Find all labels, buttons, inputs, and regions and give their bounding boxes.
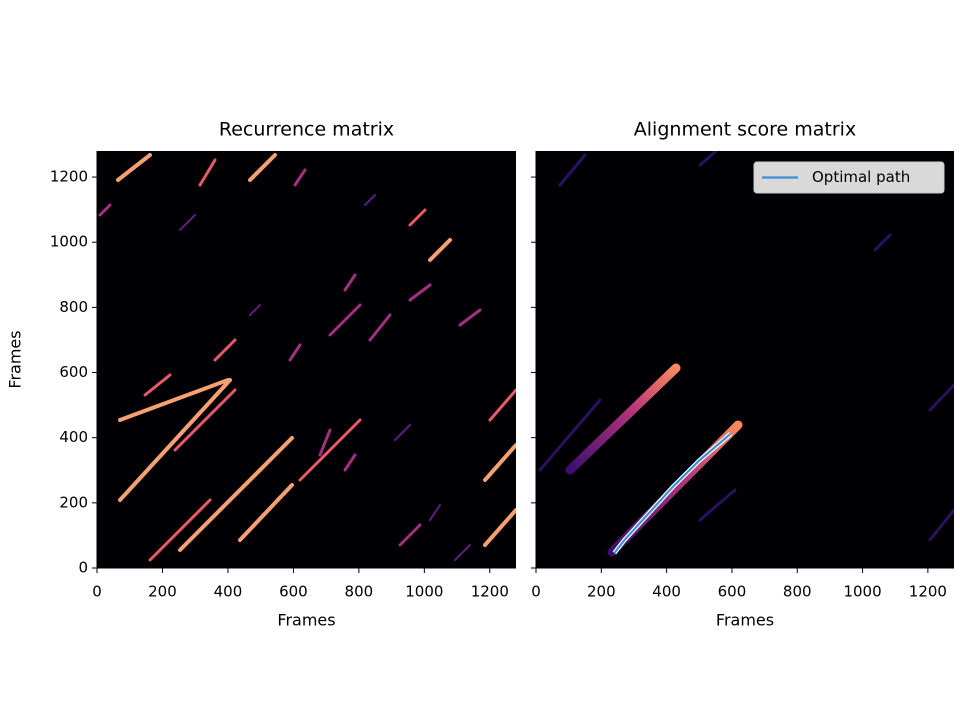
heatmap-background [97,151,516,568]
y-tick-label: 400 [59,428,88,446]
x-axis-label: Frames [277,611,335,630]
optimal-path [613,432,732,554]
x-tick-label: 400 [652,583,681,601]
y-axis-label: Frames [6,330,25,388]
x-tick-label: 200 [587,583,616,601]
y-tick-label: 1200 [50,168,88,186]
x-tick-label: 600 [279,583,308,601]
legend-label: Optimal path [812,168,910,186]
x-tick-label: 0 [531,583,541,601]
legend-frame [753,161,945,194]
x-tick-label: 1000 [843,583,881,601]
x-axis-label: Frames [716,611,774,630]
x-tick-label: 0 [92,583,102,601]
x-tick-label: 1000 [405,583,443,601]
y-tick-label: 0 [78,559,88,577]
x-tick-label: 1200 [471,583,509,601]
x-tick-label: 400 [214,583,243,601]
y-tick-label: 1000 [50,233,88,251]
heatmap-texture [98,153,516,562]
x-tick-label: 800 [345,583,374,601]
y-tick-label: 800 [59,298,88,316]
heatmap-background [536,151,954,568]
axis-title: Alignment score matrix [634,119,856,141]
y-tick-label: 200 [59,493,88,511]
x-tick-label: 800 [783,583,812,601]
x-tick-label: 600 [718,583,747,601]
y-tick-label: 600 [59,363,88,381]
x-tick-label: 1200 [909,583,947,601]
legend: Optimal path [753,161,945,194]
axis-title: Recurrence matrix [219,119,394,141]
x-tick-label: 200 [148,583,177,601]
